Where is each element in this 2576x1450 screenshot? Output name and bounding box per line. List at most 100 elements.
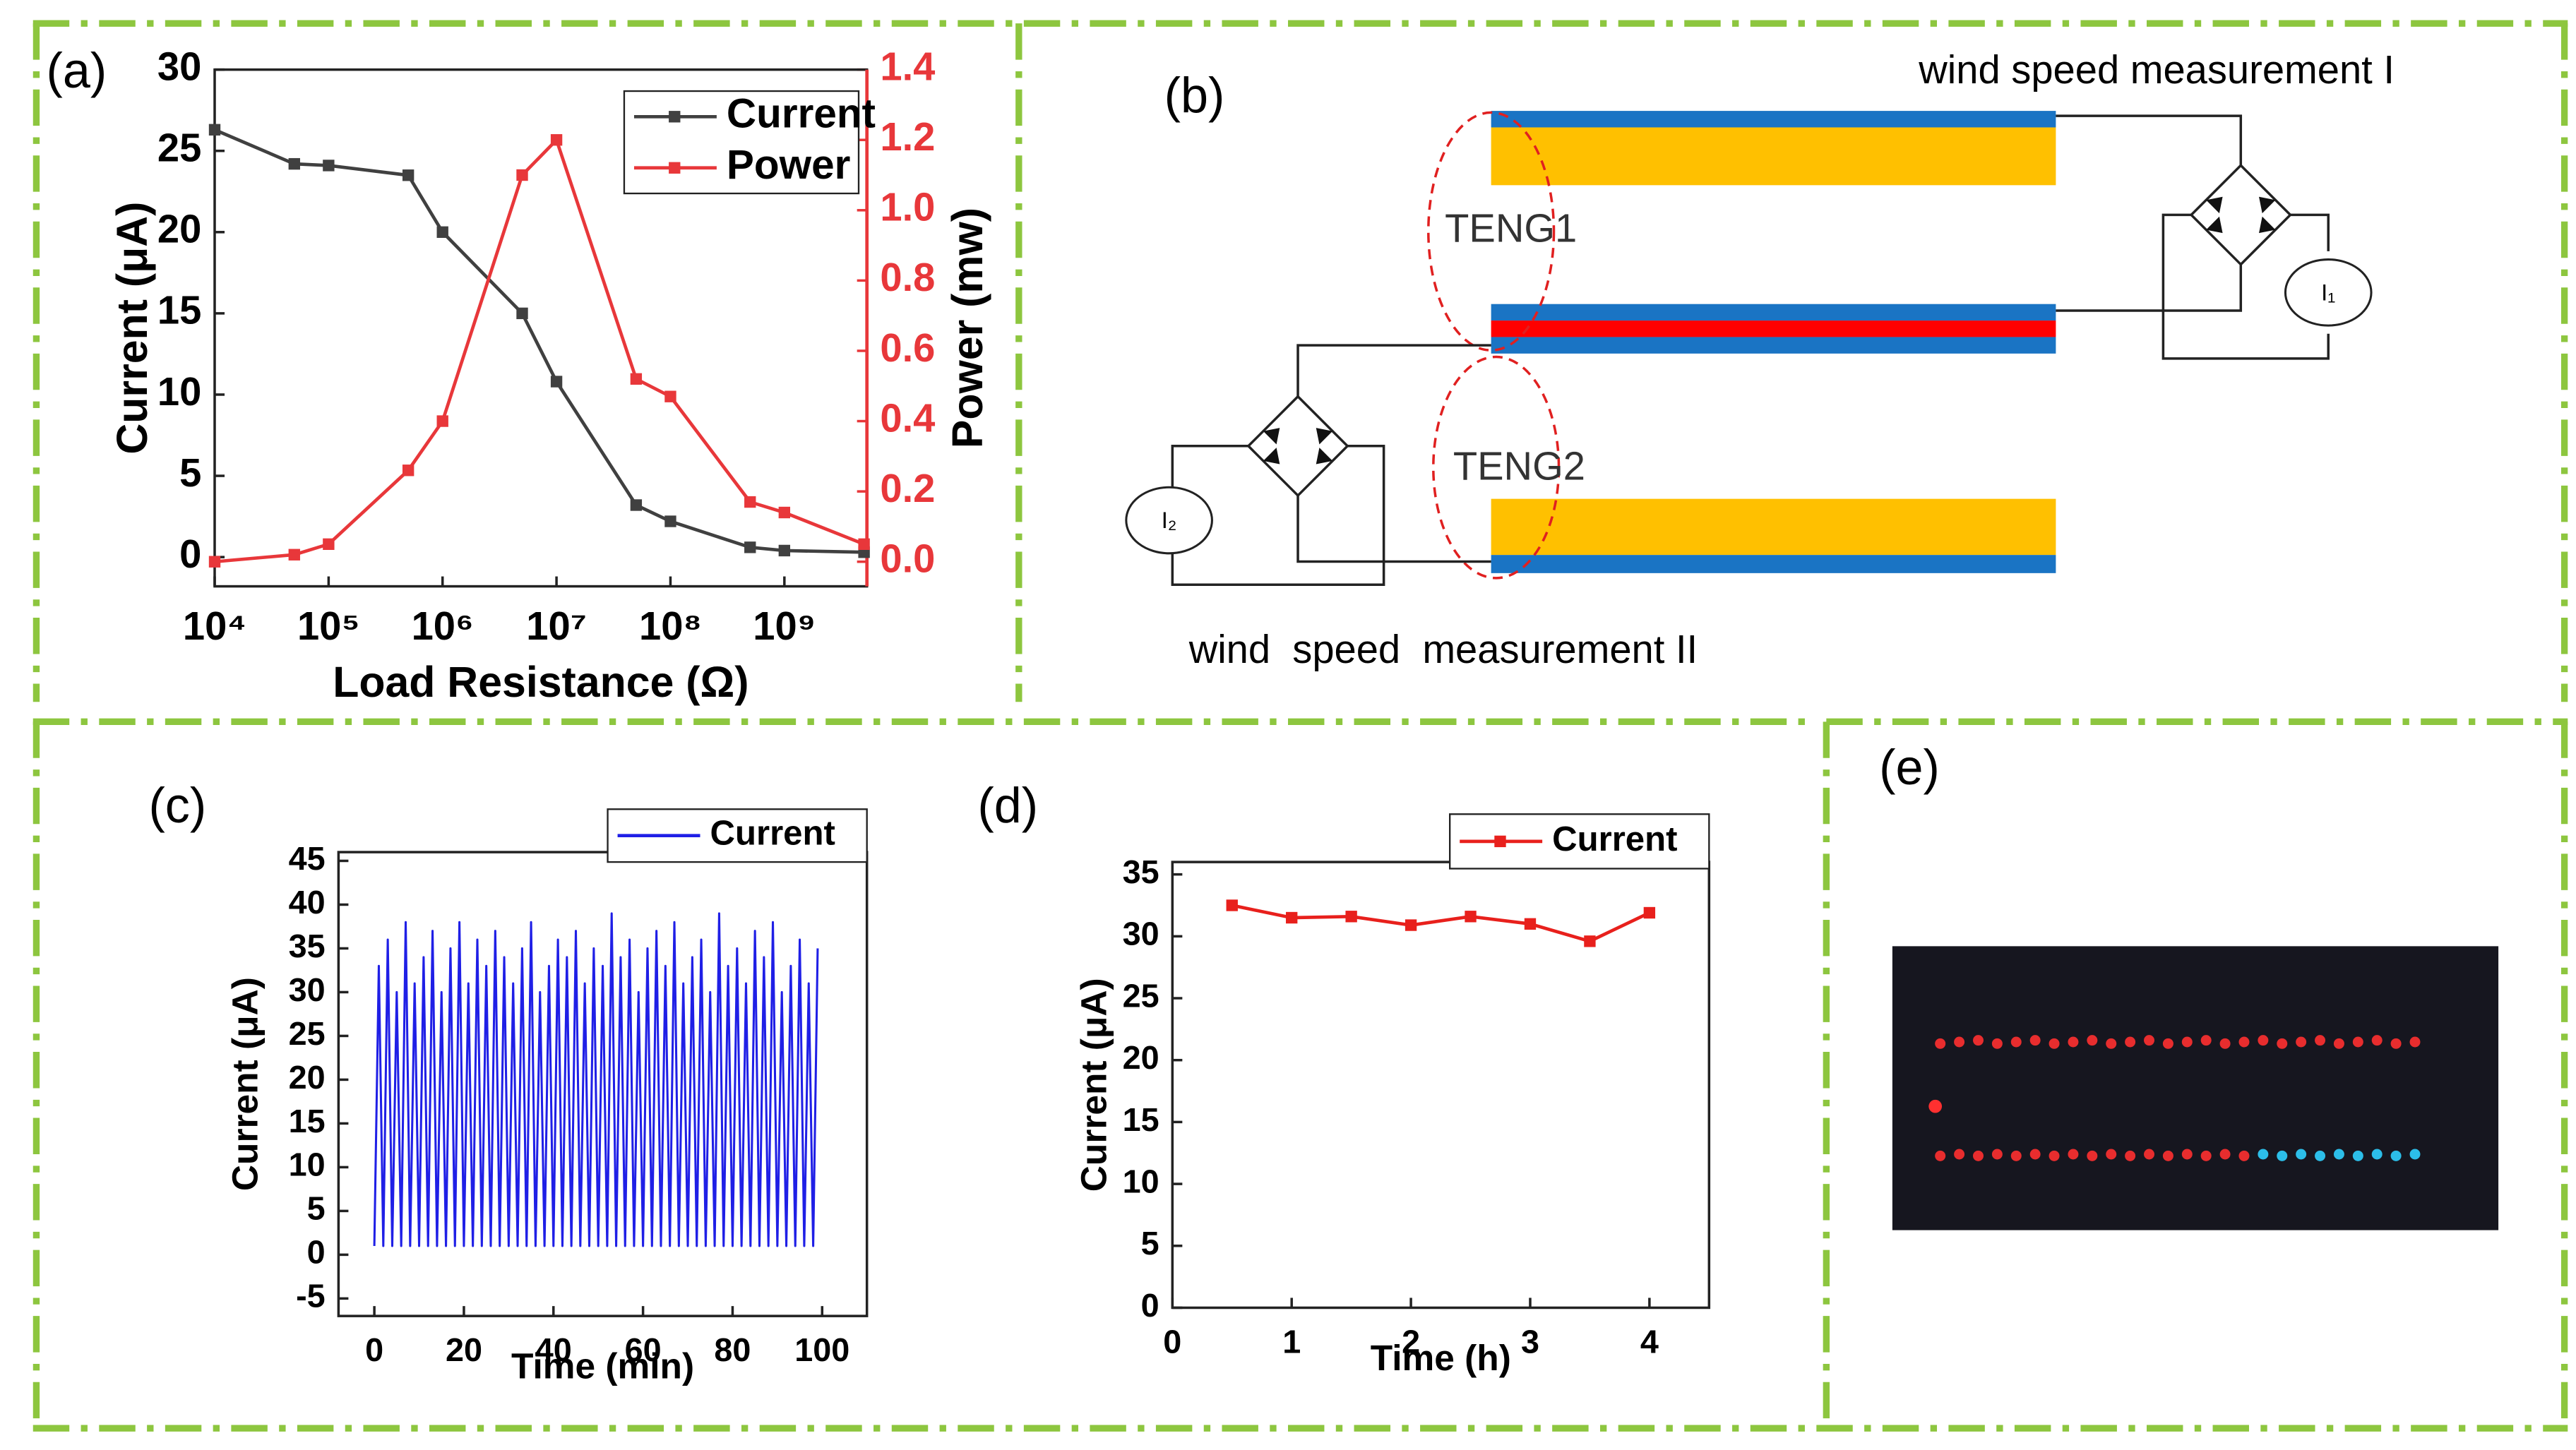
- led: [2200, 1035, 2212, 1046]
- led: [2125, 1036, 2136, 1048]
- data-point: [323, 538, 335, 551]
- legend-box: [623, 90, 860, 195]
- led: [2029, 1035, 2041, 1046]
- data-point: [744, 496, 756, 508]
- led: [2068, 1149, 2079, 1160]
- led: [2296, 1036, 2307, 1048]
- led: [2409, 1149, 2421, 1160]
- led: [2390, 1038, 2402, 1049]
- led: [2181, 1036, 2193, 1048]
- led: [2371, 1149, 2383, 1160]
- chart: (c) 0 20 40 60 80 100 -5 0 5 10 15 20 25 30 35 40 45 Time …: [148, 777, 869, 1386]
- legend-marker: [669, 162, 681, 174]
- data-point: [778, 506, 791, 519]
- y2-tick-label: 1.2: [880, 114, 935, 159]
- ammeter: [1125, 486, 1213, 555]
- led: [2144, 1035, 2154, 1046]
- electrode: [1491, 111, 2056, 128]
- x-tick-label: 10⁹: [753, 604, 816, 648]
- led: [1991, 1149, 2003, 1160]
- data-point: [1465, 911, 1477, 923]
- led: [2258, 1035, 2269, 1046]
- led: [2352, 1036, 2363, 1048]
- y-tick-label: 0: [307, 1234, 326, 1271]
- led: [2162, 1038, 2174, 1049]
- data-point: [630, 373, 643, 385]
- electrode: [1491, 555, 2056, 573]
- y-tick-label: 10: [289, 1146, 326, 1183]
- y2-tick-label: 0.4: [880, 395, 935, 440]
- led: [2333, 1038, 2344, 1049]
- led: [2068, 1036, 2079, 1048]
- led: [2106, 1038, 2117, 1049]
- led: [2258, 1149, 2269, 1160]
- y-tick-label: 5: [1141, 1225, 1159, 1262]
- led: [2409, 1036, 2421, 1048]
- data-point: [402, 465, 415, 477]
- data-point: [516, 307, 528, 320]
- y-axis-label: Current (μA): [224, 977, 265, 1191]
- y-tick-label: 40: [289, 884, 326, 921]
- y-tick-label: 25: [289, 1015, 326, 1052]
- led: [2125, 1150, 2136, 1161]
- led: [2333, 1149, 2344, 1160]
- y-tick-label: 30: [289, 971, 326, 1008]
- y-tick-label: 5: [179, 450, 201, 495]
- x-tick-label: 4: [1640, 1323, 1659, 1360]
- chart: (d) 0 1 2 3 4 0 5 10 15 20 25 30 35 Time (h) Current (μ…: [977, 777, 1711, 1378]
- led: [2315, 1150, 2326, 1161]
- data-point: [436, 226, 448, 238]
- led: [2390, 1150, 2402, 1161]
- panel-label: (a): [46, 42, 107, 98]
- led: [1991, 1038, 2003, 1049]
- ammeter-label: I₁: [2321, 279, 2335, 305]
- y2-tick-label: 1.4: [880, 44, 935, 88]
- y-tick-label: 15: [1123, 1101, 1159, 1138]
- electrode: [1491, 337, 2056, 354]
- x-tick-label: 3: [1521, 1323, 1539, 1360]
- data-point: [1643, 906, 1656, 919]
- led: [2087, 1150, 2098, 1161]
- data-point: [630, 499, 643, 511]
- teng-outline: [1432, 355, 1561, 580]
- x-tick-label: 80: [714, 1331, 751, 1368]
- led: [2277, 1038, 2288, 1049]
- x-axis-label: Time (h): [1371, 1337, 1511, 1378]
- data-point: [402, 169, 415, 181]
- diodes: [2206, 196, 2276, 234]
- photo-background: [1892, 946, 2499, 1230]
- led: [2238, 1150, 2250, 1161]
- data-point: [288, 157, 300, 170]
- legend-box: [1449, 813, 1710, 870]
- data-point: [288, 549, 300, 561]
- ammeter: [2284, 258, 2373, 327]
- x-tick-label: 1: [1282, 1323, 1301, 1360]
- circuit-diagram: (b) wind speed measurement I TENG1 TENG2…: [1125, 47, 2395, 671]
- plot-frame: [1171, 861, 1711, 1310]
- led: [2200, 1150, 2212, 1161]
- diodes: [1263, 428, 1333, 465]
- led: [1954, 1036, 1965, 1048]
- legend-label: Current: [727, 91, 876, 137]
- data-point: [664, 515, 676, 527]
- film: [1491, 320, 2056, 337]
- led: [1935, 1038, 1946, 1049]
- y2-tick-label: 0.8: [880, 255, 935, 299]
- y-tick-label: 25: [157, 126, 201, 170]
- y-tick-label: 0: [179, 532, 201, 576]
- x-axis-label: Load Resistance (Ω): [333, 658, 749, 706]
- series-line: [373, 912, 819, 1247]
- y-tick-label: 20: [1123, 1039, 1159, 1076]
- led: [1928, 1099, 1943, 1113]
- y-tick-label: 30: [157, 44, 201, 88]
- led: [2352, 1150, 2363, 1161]
- y-tick-label: 10: [157, 369, 201, 414]
- data-point: [1226, 899, 1238, 911]
- data-point: [516, 169, 528, 181]
- y-tick-label: 10: [1123, 1163, 1159, 1199]
- x-tick-label: 2: [1402, 1323, 1420, 1360]
- data-point: [550, 376, 563, 388]
- panel-label: (e): [1879, 739, 1940, 795]
- x-tick-label: 10⁴: [183, 604, 246, 648]
- legend-label: Current: [710, 815, 835, 853]
